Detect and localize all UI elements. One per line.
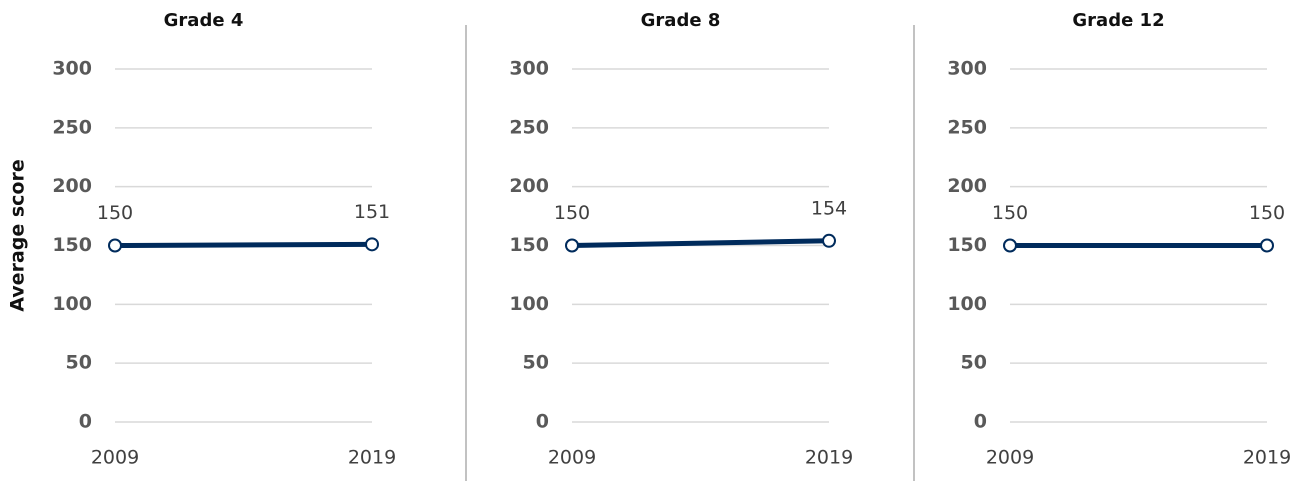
x-tick-label: 2019 xyxy=(1243,447,1291,469)
marker xyxy=(1003,238,1017,253)
x-tick-label: 2009 xyxy=(986,447,1034,469)
y-tick-label: 150 xyxy=(509,234,549,256)
line xyxy=(571,238,830,248)
y-tick-label: 200 xyxy=(52,175,92,197)
y-tick-label: 100 xyxy=(947,293,987,315)
y-tick-label: 100 xyxy=(509,293,549,315)
line xyxy=(114,241,373,248)
y-tick-label: 100 xyxy=(52,293,92,315)
marker xyxy=(365,237,379,252)
data-label: 154 xyxy=(811,197,847,219)
y-axis-label: Average score xyxy=(7,159,29,311)
marker xyxy=(108,238,122,253)
x-tick-label: 2019 xyxy=(805,447,853,469)
x-tick-label: 2009 xyxy=(91,447,139,469)
chart-title: Grade 4 xyxy=(164,10,244,31)
chart-title: Grade 12 xyxy=(1072,10,1164,31)
data-label: 150 xyxy=(554,202,590,224)
y-tick-label: 0 xyxy=(974,411,987,433)
y-tick-label: 300 xyxy=(509,58,549,80)
y-tick-label: 50 xyxy=(961,352,987,374)
y-tick-label: 0 xyxy=(536,411,549,433)
y-tick-label: 0 xyxy=(79,411,92,433)
y-tick-label: 200 xyxy=(947,175,987,197)
marker xyxy=(1260,238,1274,253)
y-tick-label: 250 xyxy=(52,116,92,138)
y-tick-label: 250 xyxy=(947,116,987,138)
y-tick-label: 50 xyxy=(66,352,92,374)
y-tick-label: 50 xyxy=(523,352,549,374)
y-tick-label: 150 xyxy=(52,234,92,256)
data-label: 151 xyxy=(354,201,390,223)
data-label: 150 xyxy=(97,202,133,224)
chart-title: Grade 8 xyxy=(641,10,721,31)
x-tick-label: 2009 xyxy=(548,447,596,469)
y-tick-label: 200 xyxy=(509,175,549,197)
y-tick-label: 300 xyxy=(52,58,92,80)
marker xyxy=(822,233,836,248)
x-tick-label: 2019 xyxy=(348,447,396,469)
data-label: 150 xyxy=(1249,202,1285,224)
data-label: 150 xyxy=(992,202,1028,224)
y-tick-label: 300 xyxy=(947,58,987,80)
marker xyxy=(565,238,579,253)
y-tick-label: 250 xyxy=(509,116,549,138)
y-tick-label: 150 xyxy=(947,234,987,256)
